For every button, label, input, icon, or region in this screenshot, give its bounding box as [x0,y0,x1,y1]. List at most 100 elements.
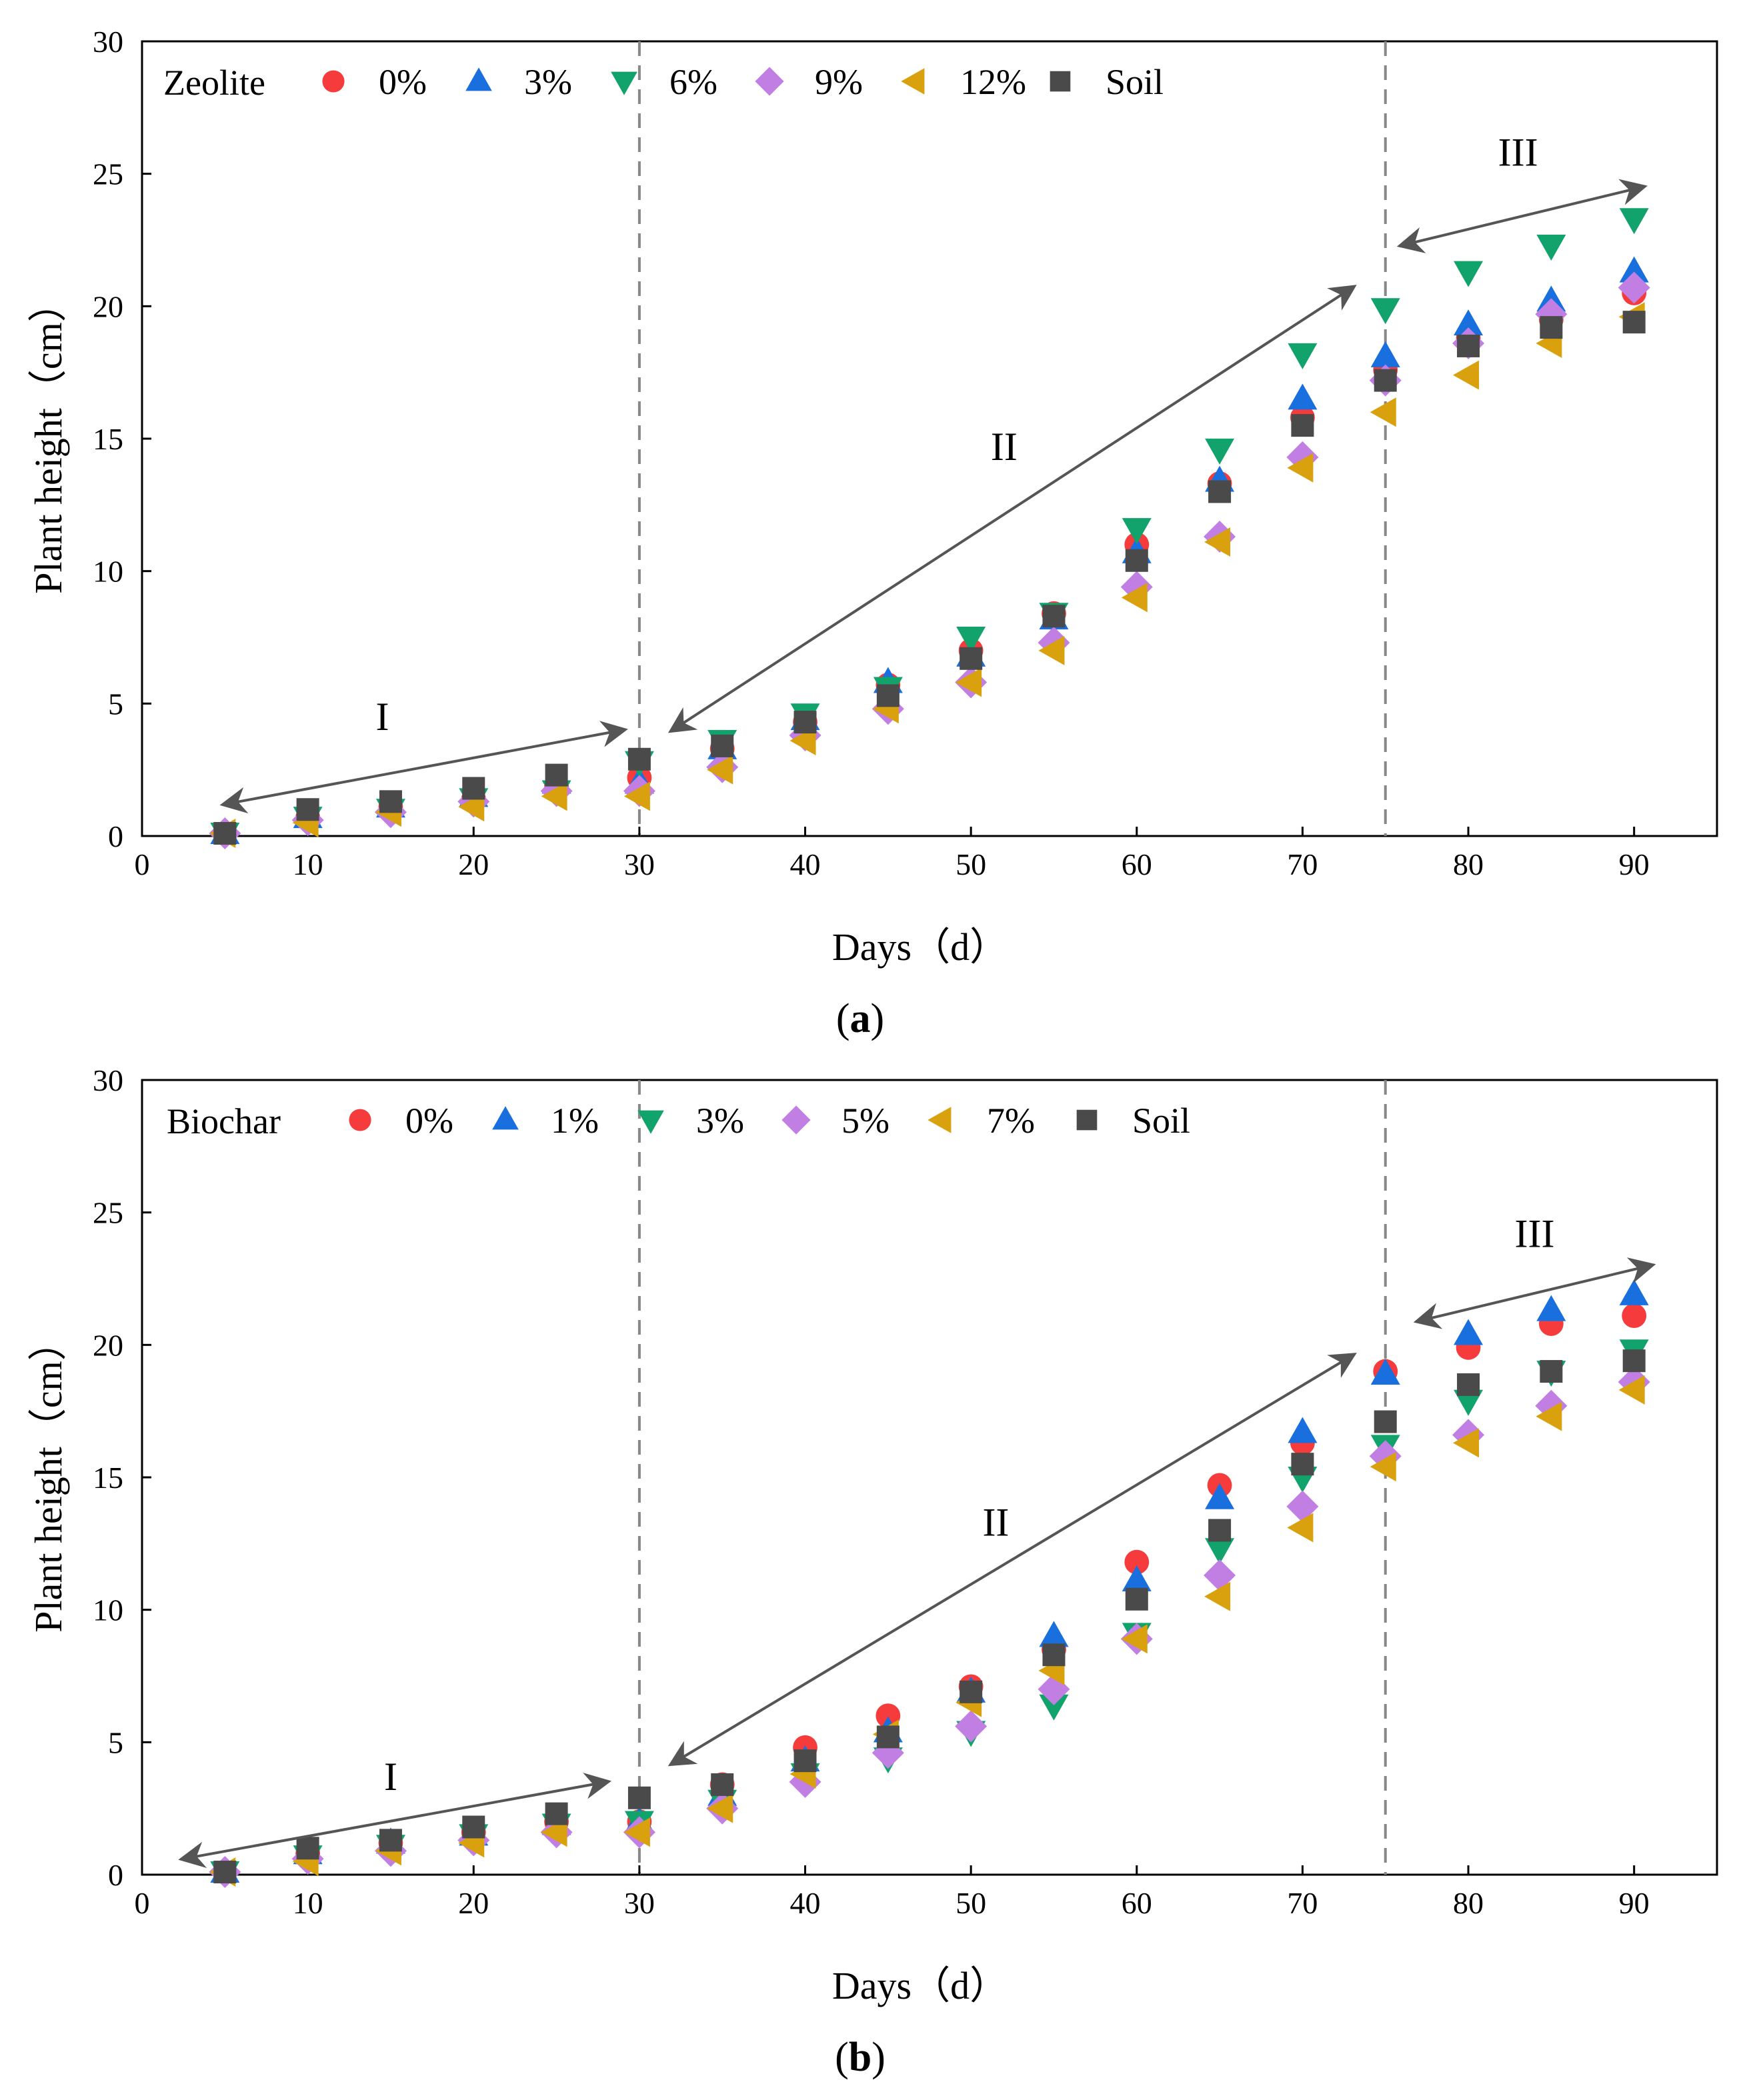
data-point [1370,341,1400,367]
phase-label: I [384,1755,397,1799]
legend-label: 6% [669,62,717,102]
legend-marker [928,1107,952,1133]
plot-frame [141,1079,1718,1876]
data-point [1457,334,1480,357]
y-tick-label: 5 [108,687,123,721]
legend-marker [1076,1109,1098,1131]
legend-item: 6% [611,62,717,102]
series-3% [210,1339,1649,1888]
y-tick-label: 10 [93,1593,123,1627]
data-point [1374,369,1397,392]
data-point [1288,343,1318,369]
data-point [462,1815,485,1839]
phase-arrow [178,1772,612,1869]
x-tick-label: 80 [1453,1886,1484,1920]
data-point [1619,1279,1649,1305]
data-point [1619,208,1649,235]
data-point [379,790,402,813]
legend-label: 0% [405,1101,453,1141]
phase-label: II [982,1500,1009,1544]
data-point [876,684,900,707]
y-axis-label: Plant height（cm） [27,1322,70,1633]
phase-arrow [1413,1257,1656,1329]
phase-label: I [376,695,389,739]
data-point [1291,414,1314,437]
y-tick-label: 15 [93,422,123,456]
data-point [960,1680,983,1703]
legend-label: Soil [1106,62,1164,102]
divider-lines [637,41,1387,836]
legend-label: 12% [960,62,1026,102]
data-point [955,1710,988,1743]
x-tick-label: 40 [790,847,821,881]
phase-arrow [667,285,1357,733]
y-tick-label: 15 [93,1461,123,1495]
phase-label: II [991,425,1018,469]
data-point [296,798,319,821]
legend: Biochar 0% 1% 3% 5% 7% Soil [167,1101,1190,1141]
data-point [462,777,485,800]
data-point [1622,1303,1647,1329]
legend-item: 5% [781,1101,890,1141]
legend-item: Soil [1076,1101,1190,1141]
data-point [1039,1621,1069,1647]
y-tick-label: 0 [108,1858,123,1892]
data-point [1453,360,1480,390]
phase-arrow [1396,179,1648,253]
y-tick-label: 10 [93,555,123,589]
legend-item: 0% [349,1101,453,1141]
series-1% [210,1279,1649,1883]
legend-title: Zeolite [163,63,265,103]
data-point [1622,311,1646,334]
phase-label: III [1498,131,1538,175]
x-axis-label: Days（d） [832,925,1008,969]
data-point [1536,1401,1562,1431]
legend-marker [637,1110,664,1134]
x-tick-label: 60 [1122,1886,1152,1920]
x-tick-label: 30 [624,847,655,881]
y-tick-label: 25 [93,1196,123,1230]
panel-label: (a) [836,996,884,1041]
data-point [1618,271,1650,304]
data-point [623,781,650,811]
data-point [960,647,983,670]
legend-label: 1% [551,1101,599,1141]
data-point [1370,298,1400,325]
data-point [1454,1389,1484,1416]
legend-label: 3% [696,1101,744,1141]
data-point [707,1793,733,1823]
legend-marker [465,67,492,91]
legend-label: Soil [1132,1101,1190,1141]
legend-item: Soil [1050,62,1164,102]
data-point [1042,605,1066,628]
phase-label: III [1515,1211,1555,1255]
data-point [213,1861,237,1884]
x-tick-label: 50 [956,847,986,881]
y-tick-label: 0 [108,819,123,853]
y-axis-label: Plant height（cm） [27,283,70,594]
data-point [296,1837,319,1860]
legend-label: 7% [987,1101,1035,1141]
panel-label: (b) [835,2035,886,2080]
data-points [209,1279,1650,1889]
series-Soil [213,311,1646,845]
x-tick-label: 10 [293,847,323,881]
phase-arrow [667,1353,1357,1767]
data-point [1540,316,1563,339]
x-tick-label: 10 [293,1886,323,1920]
data-point [1540,1360,1563,1383]
data-point [1619,256,1649,283]
legend-label: 0% [379,62,427,102]
data-point [1618,1375,1645,1405]
legend: Zeolite 0% 3% 6% 9% 12% Soil [163,62,1164,103]
data-point [1291,1453,1314,1476]
data-point [545,763,568,787]
y-tick-label: 5 [108,1725,123,1759]
legend-marker [492,1106,519,1130]
series-7% [209,1375,1645,1887]
legend-label: 9% [815,62,863,102]
phase-arrow [219,721,628,814]
series-Soil [213,1349,1646,1884]
data-point [1288,383,1318,410]
